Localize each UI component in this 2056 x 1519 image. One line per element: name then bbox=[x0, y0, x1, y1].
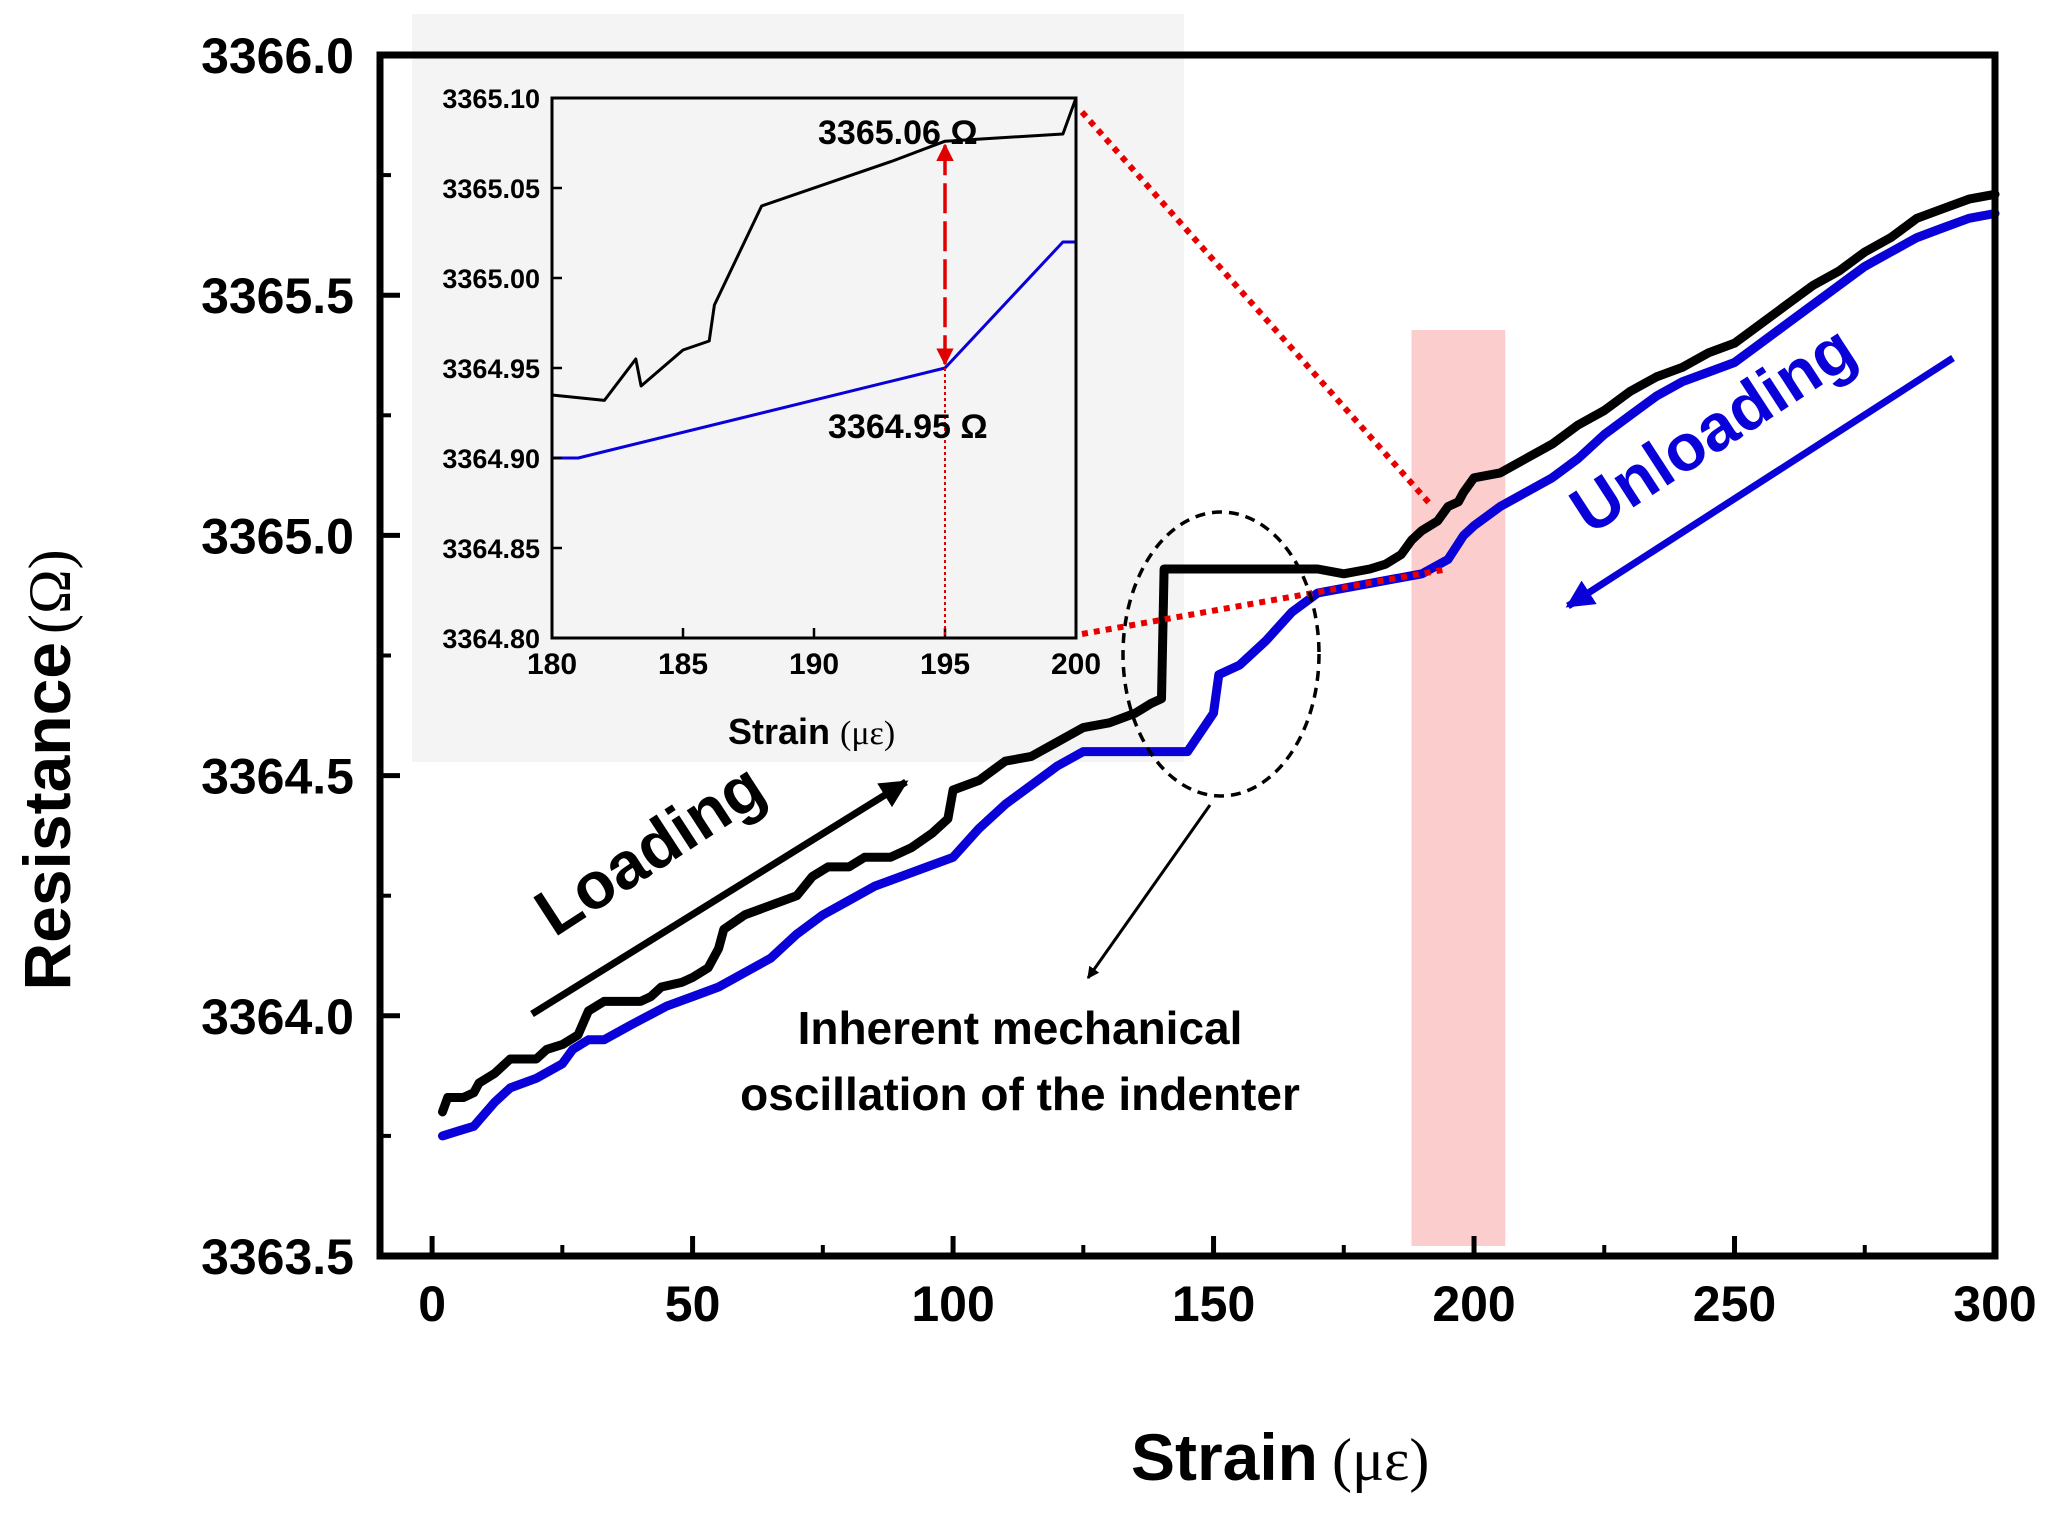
x-tick-label-0: 0 bbox=[418, 1276, 446, 1332]
x-axis-unit: (με) bbox=[1332, 1427, 1429, 1493]
inset-x-axis-title: Strain bbox=[728, 711, 830, 752]
highlight-band bbox=[1411, 330, 1506, 1246]
unloading-arrow bbox=[1565, 355, 1955, 609]
oscillation-pointer-arrow bbox=[1086, 804, 1212, 979]
inset-y-tick-label-0: 3364.80 bbox=[442, 624, 540, 654]
x-tick-label-100: 100 bbox=[911, 1276, 994, 1332]
inset-plot-layer: 180 185 190 195 200 3364.80 3364.85 3364.90 3364… bbox=[442, 84, 1955, 1017]
inset-x-tick-label-190: 190 bbox=[789, 648, 839, 681]
series-line-loading bbox=[438, 189, 2000, 1117]
zoom-connector-top bbox=[1079, 110, 1435, 509]
x-tick-label-150: 150 bbox=[1172, 1276, 1255, 1332]
inset-x-tick-label-180: 180 bbox=[527, 648, 577, 681]
oscillation-label-line2: oscillation of the indenter bbox=[740, 1068, 1300, 1120]
y-tick-label-0: 3363.5 bbox=[201, 1229, 354, 1285]
y-axis-unit: (Ω) bbox=[17, 549, 83, 634]
inset-y-tick-label-6: 3365.10 bbox=[442, 84, 540, 114]
x-axis-title: Strain bbox=[1131, 1420, 1318, 1494]
y-tick-label-3: 3365.0 bbox=[201, 508, 354, 564]
inset-lower-value-label: 3364.95 Ω bbox=[828, 408, 988, 446]
x-tick-label-300: 300 bbox=[1953, 1276, 2036, 1332]
oscillation-ellipse bbox=[1121, 510, 1321, 798]
inset-y-tick-label-1: 3364.85 bbox=[442, 534, 540, 564]
series-line-unloading bbox=[438, 209, 2000, 1141]
main-plot-layer: 0 50 100 150 200 250 300 3363.5 3364.0 3364.5 3365… bbox=[201, 28, 2037, 1332]
x-tick-label-200: 200 bbox=[1432, 1276, 1515, 1332]
x-tick-label-250: 250 bbox=[1693, 1276, 1776, 1332]
y-tick-label-2: 3364.5 bbox=[201, 749, 354, 805]
y-tick-label-5: 3366.0 bbox=[201, 28, 354, 84]
y-axis-title-group: Resistance (Ω) bbox=[10, 549, 84, 990]
inset-y-tick-label-2: 3364.90 bbox=[442, 444, 540, 474]
x-tick-label-50: 50 bbox=[665, 1276, 721, 1332]
inset-y-tick-label-5: 3365.05 bbox=[442, 174, 540, 204]
inset-x-axis-unit: (με) bbox=[840, 715, 895, 752]
loading-arrow bbox=[530, 779, 909, 1017]
inset-series-line-loading bbox=[551, 97, 1078, 402]
oscillation-label-line1: Inherent mechanical bbox=[798, 1002, 1243, 1054]
inset-x-tick-label-200: 200 bbox=[1051, 648, 1101, 681]
background-layer bbox=[412, 14, 1506, 1246]
inset-y-tick-label-4: 3365.00 bbox=[442, 264, 540, 294]
y-tick-label-4: 3365.5 bbox=[201, 268, 354, 324]
y-axis-title: Resistance bbox=[10, 642, 84, 991]
y-tick-label-1: 3364.0 bbox=[201, 989, 354, 1045]
inset-y-tick-label-3: 3364.95 bbox=[442, 354, 540, 384]
inset-upper-value-label: 3365.06 Ω bbox=[818, 114, 978, 152]
inset-x-tick-label-185: 185 bbox=[658, 648, 708, 681]
inset-x-tick-label-195: 195 bbox=[920, 648, 970, 681]
zoom-connector-bottom bbox=[1081, 566, 1449, 637]
